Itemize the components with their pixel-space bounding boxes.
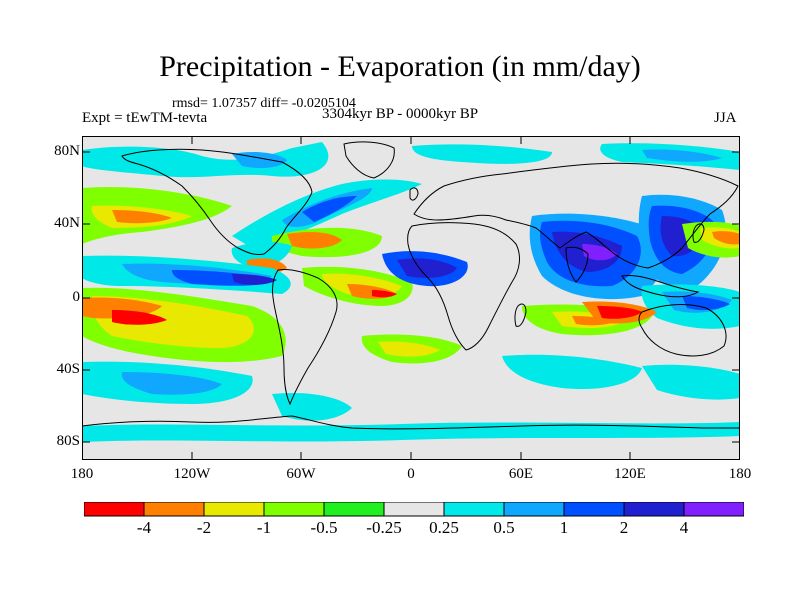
coastline-indonesia xyxy=(621,275,700,298)
field-blob xyxy=(378,341,440,357)
colorbar-label: 2 xyxy=(619,518,629,537)
coastline-india xyxy=(565,246,589,283)
colorbar-swatch xyxy=(323,502,385,517)
lat-tick-0: 0 xyxy=(72,289,81,305)
colorbar-swatch xyxy=(563,502,625,517)
colorbar-swatch xyxy=(203,502,265,517)
colorbar-swatch xyxy=(263,502,325,517)
field-blob xyxy=(372,290,397,298)
colorbar-label: -1 xyxy=(256,518,272,537)
coastline-antarctica xyxy=(82,415,740,430)
colorbar-label: 4 xyxy=(679,518,689,537)
field-blob xyxy=(642,364,740,400)
field-blob xyxy=(642,149,722,162)
map-title: Precipitation - Evaporation (in mm/day) xyxy=(159,50,641,83)
field-blob xyxy=(112,210,172,224)
lat-tick-80n: 80N xyxy=(54,143,80,159)
coastline-japan xyxy=(692,223,705,243)
colorbar-swatch xyxy=(383,502,445,517)
coastline-north-america xyxy=(121,148,313,255)
colorbar-swatch xyxy=(683,502,744,517)
lat-tick-80s: 80S xyxy=(56,433,80,449)
field-blob xyxy=(82,142,329,178)
colorbar xyxy=(84,502,744,517)
season-label: JJA xyxy=(714,110,737,126)
field-blob xyxy=(82,422,740,442)
colorbar-label: 0.25 xyxy=(429,518,459,537)
lat-tick-40n: 40N xyxy=(54,215,80,231)
lon-tick-120e: 120E xyxy=(614,466,646,482)
colorbar-label: -4 xyxy=(136,518,152,537)
colorbar-swatch xyxy=(443,502,505,517)
field-blob xyxy=(112,310,167,325)
coastline-eurasia xyxy=(413,162,739,269)
field-blob xyxy=(712,231,740,245)
field-blob xyxy=(287,232,342,249)
field-blob xyxy=(302,196,357,222)
colorbar-swatch xyxy=(503,502,565,517)
colorbar-swatch xyxy=(143,502,205,517)
field-blob xyxy=(597,306,642,319)
coastline-uk xyxy=(409,187,419,201)
field-blob xyxy=(397,258,457,278)
stats-line: rmsd= 1.07357 diff= -0.0205104 xyxy=(172,96,356,111)
lon-tick-180w: 180 xyxy=(70,466,94,482)
colorbar-label: -0.5 xyxy=(310,518,338,537)
field-blob xyxy=(682,296,730,311)
coastline-greenland xyxy=(343,141,395,179)
field-blob xyxy=(582,244,617,261)
lon-tick-60e: 60E xyxy=(508,466,534,482)
colorbar-label: -0.25 xyxy=(366,518,402,537)
colorbar-swatch xyxy=(84,502,145,517)
lon-tick-120w: 120W xyxy=(173,466,211,482)
pe-field-map xyxy=(82,136,740,460)
field-blob xyxy=(502,354,642,390)
period-label: 3304kyr BP - 0000kyr BP xyxy=(322,106,479,122)
field-blob xyxy=(232,274,277,285)
colorbar-label: 1 xyxy=(559,518,569,537)
colorbar-swatch xyxy=(623,502,685,517)
lat-tick-40s: 40S xyxy=(56,361,80,377)
field-blob xyxy=(412,144,552,164)
lon-tick-0: 0 xyxy=(407,466,415,482)
coastline-madagascar xyxy=(514,303,527,327)
coastline-africa xyxy=(407,222,520,351)
experiment-label: Expt = tEwTM-tevta xyxy=(82,110,208,126)
coastline-australia xyxy=(638,304,727,357)
coastline-south-america xyxy=(272,269,338,406)
field-blob xyxy=(572,316,614,326)
colorbar-label: -2 xyxy=(196,518,212,537)
colorbar-label: 0.5 xyxy=(493,518,515,537)
lon-tick-60w: 60W xyxy=(286,466,316,482)
field-blob xyxy=(121,372,222,395)
lon-tick-180e: 180 xyxy=(728,466,752,482)
